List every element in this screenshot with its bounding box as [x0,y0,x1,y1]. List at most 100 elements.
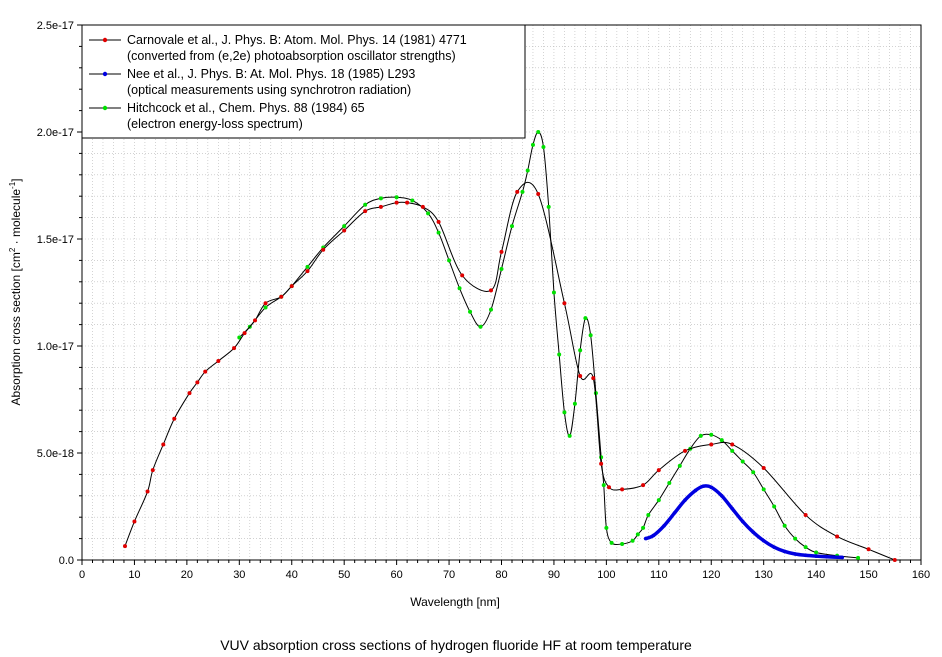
legend-note: (optical measurements using synchrotron … [127,83,411,97]
legend-marker [102,105,108,111]
x-tick-label: 120 [702,569,720,581]
x-tick-label: 60 [391,569,403,581]
data-point [892,558,897,562]
y-tick-label: 1.0e-17 [37,341,74,353]
y-axis: 0.0 5.0e-18 1.0e-17 1.5e-17 2.0e-17 2.5e-17 [37,20,82,567]
data-point [172,416,177,421]
x-tick-label: 10 [128,569,140,581]
data-point [677,463,682,468]
data-point [447,258,452,263]
data-point [509,224,514,229]
data-point [242,331,247,336]
data-point [520,189,525,194]
data-point [305,264,310,269]
data-point [289,284,294,289]
data-point [525,168,530,173]
data-point [378,204,383,209]
data-point [122,544,127,549]
data-point [604,525,609,530]
legend-marker [102,37,108,43]
y-axis-label-mid: · molecule [9,189,23,248]
x-tick-label: 160 [912,569,930,581]
legend-item-1: Carnovale et al., J. Phys. B: Atom. Mol.… [89,33,467,63]
legend: Carnovale et al., J. Phys. B: Atom. Mol.… [81,24,526,139]
data-point [536,130,541,134]
data-point [643,536,648,541]
x-tick-label: 0 [79,569,85,581]
x-axis-label: Wavelength [nm] [410,595,500,609]
data-point [793,536,798,541]
data-point [662,523,666,528]
data-point [161,442,166,447]
data-point [546,204,551,209]
data-point [730,506,735,511]
data-point [426,211,431,216]
data-point [730,448,735,453]
data-point [187,391,192,396]
data-point [530,142,535,147]
data-point [583,316,588,321]
data-point [562,410,567,415]
data-point [321,247,326,252]
data-point [132,519,137,524]
data-point [237,335,242,340]
data-point [656,468,661,473]
data-point [216,358,221,363]
y-tick-label: 2.5e-17 [37,20,74,32]
data-point [672,511,677,515]
x-tick-label: 90 [548,569,560,581]
data-point [145,489,150,494]
data-point [263,305,268,310]
data-point [363,209,368,214]
data-point [253,318,258,323]
data-point [667,480,672,485]
data-point [599,461,604,466]
x-tick-label: 40 [286,569,298,581]
data-point [683,448,688,453]
data-point [751,470,756,475]
data-point [457,286,462,291]
data-point [489,307,494,312]
data-point [803,553,808,558]
legend-item-2: Nee et al., J. Phys. B: At. Mol. Phys. 1… [89,67,415,97]
y-tick-label: 0.0 [59,555,74,567]
data-point [405,200,410,205]
y-axis-label-sup2: -1 [8,181,17,189]
data-point [420,204,425,209]
data-point [468,309,473,314]
data-point [578,348,583,353]
grid [81,24,922,561]
data-point [656,498,661,503]
data-point [609,540,614,545]
legend-box [81,24,526,139]
data-point [683,498,687,502]
data-point [803,545,808,550]
data-point [606,485,611,490]
data-point [195,380,200,385]
data-point [866,547,871,552]
data-point [394,195,399,200]
x-tick-label: 70 [443,569,455,581]
data-point [279,294,284,299]
data-point [824,554,829,559]
data-point [305,269,310,274]
data-point [460,273,465,278]
data-point [551,290,556,295]
y-axis-label-main: Absorption cross section [cm [9,252,23,405]
y-tick-label: 2.0e-17 [37,127,74,139]
legend-note: (converted from (e,2e) photoabsorption o… [127,49,456,63]
data-point [630,538,635,543]
data-point [840,555,845,560]
data-point [835,534,840,539]
data-point [436,230,441,235]
series-line [238,131,859,559]
series-3 [237,130,861,560]
data-point [740,519,745,524]
data-point [698,433,703,438]
x-tick-label: 130 [755,569,773,581]
data-point [709,442,714,447]
x-tick-label: 140 [807,569,825,581]
data-point [761,487,766,492]
data-point [635,532,640,537]
data-point [772,504,777,509]
